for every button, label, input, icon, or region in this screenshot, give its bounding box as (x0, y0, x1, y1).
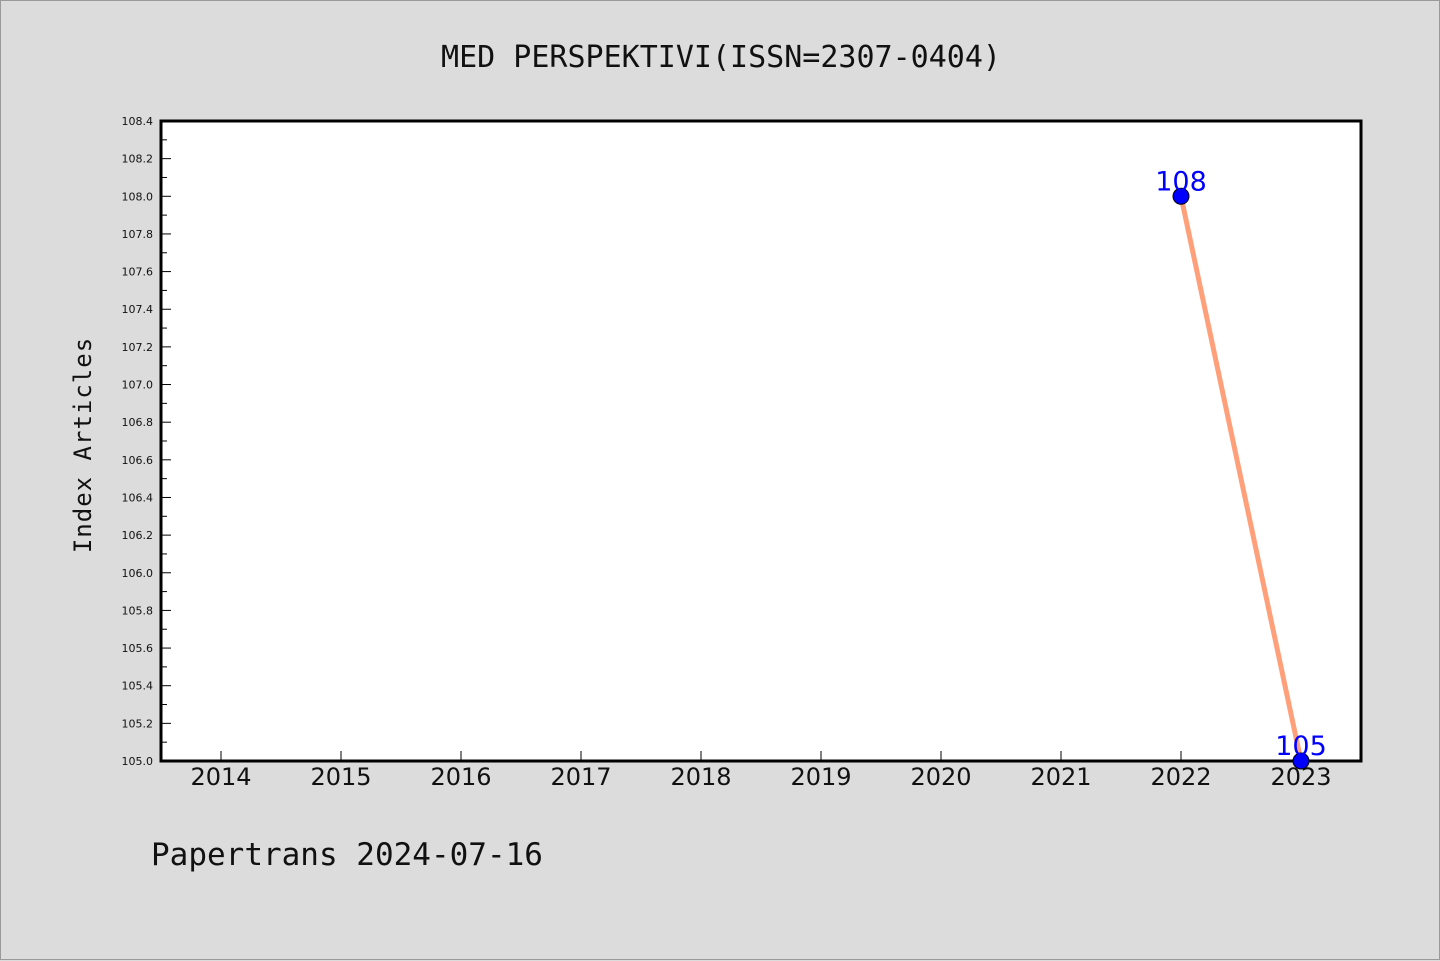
y-tick-label: 108.4 (122, 115, 154, 128)
series-group: 108 105 (1155, 166, 1327, 770)
x-tick-label: 2017 (550, 763, 611, 791)
x-tick-label: 2019 (790, 763, 851, 791)
footer-note: Papertrans 2024-07-16 (151, 837, 543, 873)
x-tick-label: 2021 (1030, 763, 1091, 791)
y-tick-label: 107.0 (122, 379, 154, 392)
x-tick-label: 2018 (670, 763, 731, 791)
data-label: 105 (1275, 731, 1327, 762)
y-tick-label: 106.8 (122, 416, 154, 429)
y-tick-label: 107.6 (122, 266, 154, 279)
y-tick-label: 107.4 (122, 303, 154, 316)
y-tick-label: 106.6 (122, 454, 154, 467)
y-tick-label: 106.0 (122, 567, 154, 580)
x-tick-label: 2014 (190, 763, 251, 791)
data-label: 108 (1155, 166, 1207, 197)
x-tick-label: 2022 (1150, 763, 1211, 791)
data-point (1292, 752, 1310, 770)
x-tick-label: 2016 (430, 763, 491, 791)
data-point (1172, 187, 1190, 205)
y-tick-label: 105.2 (122, 717, 154, 730)
y-tick-label: 105.4 (122, 680, 154, 693)
y-tick-label: 107.8 (122, 228, 154, 241)
y-tick-label: 106.2 (122, 529, 154, 542)
y-tick-label: 108.2 (122, 153, 154, 166)
y-tick-label: 106.4 (122, 491, 154, 504)
y-tick-label: 107.2 (122, 341, 154, 354)
y-tick-label: 105.0 (122, 755, 154, 768)
y-axis: 105.0 105.2 105.4 105.6 105.8 106.0 106.2 106.4… (122, 115, 171, 768)
x-tick-label: 2015 (310, 763, 371, 791)
y-tick-label: 105.8 (122, 604, 154, 617)
chart-title: MED PERSPEKTIVI(ISSN=2307-0404) (441, 40, 1001, 75)
y-tick-label: 105.6 (122, 642, 154, 655)
y-tick-label: 108.0 (122, 190, 154, 203)
series-line (1178, 193, 1304, 764)
x-tick-label: 2020 (910, 763, 971, 791)
y-axis-label: Index Articles (69, 337, 97, 553)
plot-area (159, 119, 1363, 763)
